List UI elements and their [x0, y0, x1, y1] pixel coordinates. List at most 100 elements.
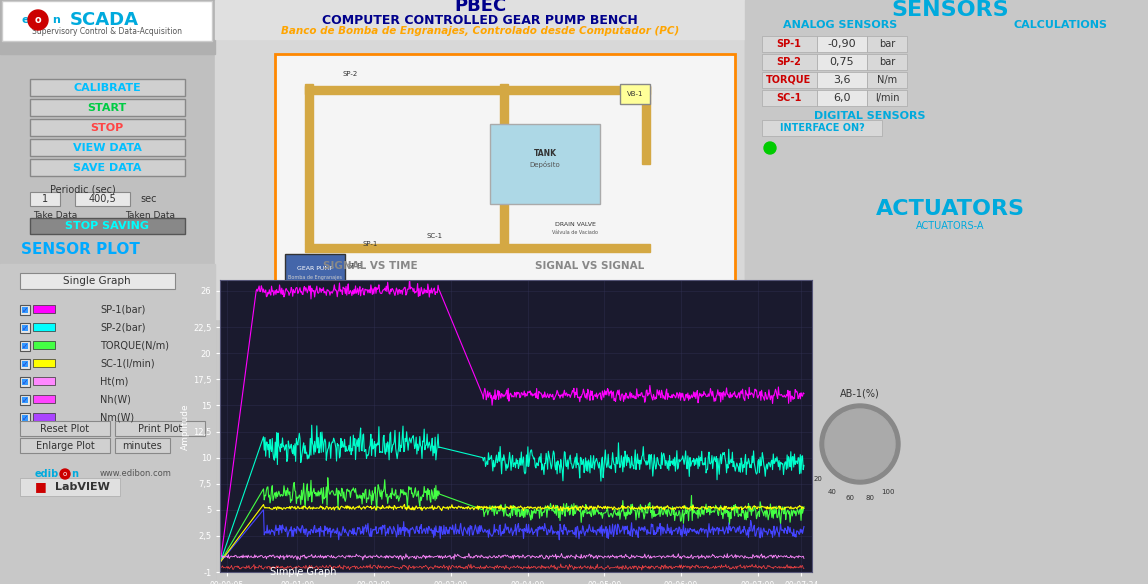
Circle shape: [765, 142, 776, 154]
Text: n: n: [71, 469, 78, 479]
Text: VB-1: VB-1: [627, 91, 643, 97]
Bar: [20, 377, 30, 387]
Text: 20: 20: [814, 477, 822, 482]
Bar: [30, 159, 185, 176]
SP-1: [214, 558, 227, 565]
Text: ACTUATORS-A: ACTUATORS-A: [916, 221, 984, 231]
Bar: [33, 323, 55, 331]
Text: bar: bar: [879, 39, 895, 49]
Text: ✓: ✓: [22, 377, 29, 387]
Bar: [20, 323, 30, 333]
TORQUE: [249, 498, 263, 505]
Text: Ht(m): Ht(m): [100, 376, 129, 386]
Text: 80: 80: [866, 495, 874, 501]
Bar: [20, 395, 30, 405]
Text: 40: 40: [828, 489, 837, 495]
TORQUE: [568, 510, 582, 517]
Text: SP-2: SP-2: [776, 57, 801, 67]
Text: Enlarge Plot: Enlarge Plot: [36, 441, 94, 451]
Text: 0,75: 0,75: [830, 57, 854, 67]
Bar: [115, 438, 170, 453]
Text: 1: 1: [42, 194, 48, 204]
SC-1: [553, 470, 567, 477]
Bar: [30, 192, 60, 206]
Nm: [635, 566, 649, 573]
Nm: [797, 565, 810, 572]
Text: CALIBRATE: CALIBRATE: [73, 83, 141, 93]
Text: Válvula de Vaciado: Válvula de Vaciado: [552, 230, 598, 235]
Text: CALCULATIONS: CALCULATIONS: [1013, 20, 1107, 30]
Bar: [501, 84, 509, 244]
Bar: [276, 54, 735, 314]
Text: SIGNAL VS TIME: SIGNAL VS TIME: [323, 261, 418, 271]
Text: Simple Graph: Simple Graph: [270, 567, 336, 577]
Nh: [395, 557, 409, 564]
TORQUE: [214, 558, 227, 565]
Text: 100: 100: [881, 489, 894, 495]
Bar: [867, 36, 907, 52]
Bar: [22, 361, 28, 367]
Text: ✓: ✓: [22, 395, 29, 405]
SP-2: [568, 524, 582, 531]
Circle shape: [825, 409, 895, 479]
Text: Supervisory Control & Data-Acquisition: Supervisory Control & Data-Acquisition: [32, 27, 183, 36]
SC-1: [585, 458, 599, 465]
Text: n: n: [52, 15, 60, 25]
Text: www.edibon.com: www.edibon.com: [100, 470, 172, 478]
Text: SAVE DATA: SAVE DATA: [72, 163, 141, 173]
Bar: [20, 413, 30, 423]
Line: TORQUE: TORQUE: [220, 478, 804, 562]
Bar: [762, 72, 817, 88]
Text: STOP SAVING: STOP SAVING: [65, 221, 149, 231]
Bar: [20, 273, 174, 289]
Bar: [0, 264, 215, 584]
Text: minutes: minutes: [122, 441, 162, 451]
Bar: [20, 438, 110, 453]
Bar: [22, 415, 28, 421]
Bar: [817, 54, 867, 70]
Bar: [33, 305, 55, 313]
Nm: [214, 564, 227, 571]
Text: COMPUTER CONTROLLED GEAR PUMP BENCH: COMPUTER CONTROLLED GEAR PUMP BENCH: [323, 13, 638, 26]
Text: DRAIN VALVE: DRAIN VALVE: [554, 221, 596, 227]
Bar: [30, 139, 185, 156]
Text: SENSOR PLOT: SENSOR PLOT: [21, 242, 139, 256]
Text: bar: bar: [879, 57, 895, 67]
Nh: [249, 552, 263, 559]
Nh: [554, 550, 568, 557]
Bar: [817, 90, 867, 106]
Text: TORQUE(N/m): TORQUE(N/m): [100, 340, 169, 350]
Bar: [305, 84, 313, 244]
Text: ANALOG SENSORS: ANALOG SENSORS: [783, 20, 897, 30]
SP-1: [797, 390, 810, 397]
Text: 60: 60: [846, 495, 855, 501]
SC-1: [249, 454, 263, 461]
Bar: [620, 84, 650, 104]
Text: SP-2(bar): SP-2(bar): [100, 322, 146, 332]
Ht: [568, 502, 582, 509]
Bar: [22, 325, 28, 331]
Text: SENSORS: SENSORS: [891, 0, 1009, 20]
SC-1: [657, 450, 670, 457]
SP-1: [403, 275, 417, 282]
Bar: [20, 421, 110, 436]
Bar: [817, 36, 867, 52]
Text: o: o: [63, 471, 67, 477]
Bar: [745, 184, 1148, 584]
Bar: [33, 377, 55, 385]
Text: DIGITAL SENSORS: DIGITAL SENSORS: [814, 111, 925, 121]
Text: sec: sec: [140, 194, 156, 204]
Bar: [33, 359, 55, 367]
Text: ✓: ✓: [22, 342, 29, 350]
Line: SP-1: SP-1: [220, 279, 804, 562]
Text: SP-1: SP-1: [776, 39, 801, 49]
Text: Reset Plot: Reset Plot: [40, 424, 90, 434]
Bar: [700, 288, 740, 306]
Bar: [215, 0, 745, 319]
Bar: [745, 0, 1148, 184]
Text: START: START: [87, 103, 126, 113]
Text: Zoom: Zoom: [706, 292, 734, 302]
Bar: [75, 192, 130, 206]
Text: 0: 0: [806, 460, 810, 466]
Nh: [797, 555, 810, 562]
